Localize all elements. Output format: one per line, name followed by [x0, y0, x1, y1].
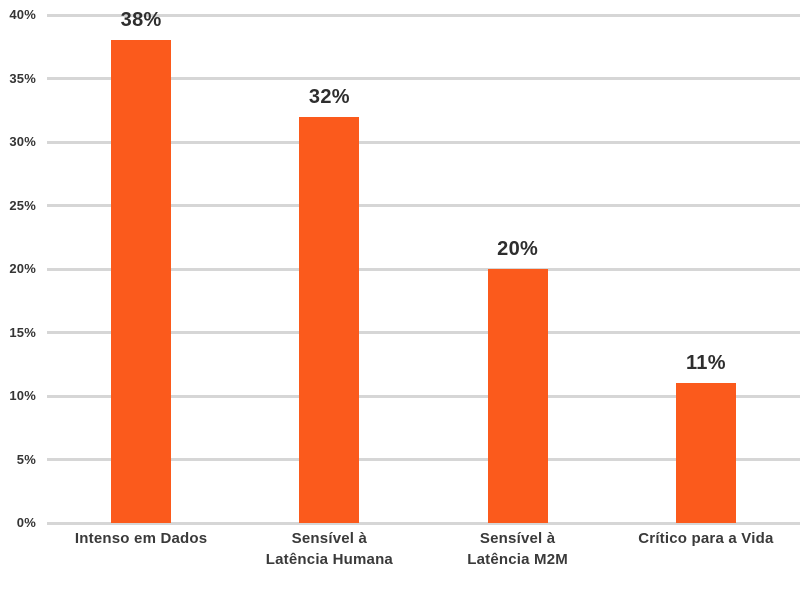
- y-axis-tick-label: 15%: [9, 324, 36, 340]
- category-label-line: Sensível à: [291, 530, 368, 547]
- gridline: [47, 13, 800, 17]
- gridline: [47, 458, 800, 461]
- y-axis-tick-label: 30%: [9, 134, 36, 149]
- y-axis-tick-label: 10%: [9, 388, 36, 403]
- category-label-line: Crítico para a Vida: [638, 530, 774, 547]
- gridline: [47, 394, 800, 398]
- gridline: [47, 521, 800, 525]
- category-label-line: Latência M2M: [467, 551, 568, 568]
- bar: [487, 269, 548, 523]
- y-axis-tick-label: 0%: [16, 515, 36, 530]
- category-label-line: Latência Humana: [265, 551, 393, 568]
- y-axis-tick-label: 35%: [9, 70, 36, 86]
- bar: [111, 40, 172, 523]
- bar-value-label: 38%: [120, 9, 162, 32]
- gridline: [47, 77, 800, 80]
- category-label-line: Sensível à: [479, 530, 556, 547]
- gridline: [47, 140, 800, 144]
- category-label: Sensível à Latência Humana: [235, 528, 423, 570]
- bar-value-label: 32%: [308, 85, 350, 108]
- y-axis-tick-label: 40%: [9, 7, 36, 22]
- category-label: Intenso em Dados: [47, 528, 235, 549]
- y-axis-tick-label: 20%: [9, 261, 36, 276]
- gridline: [47, 267, 800, 271]
- y-axis-tick-label: 25%: [9, 197, 36, 213]
- gridline: [47, 331, 800, 334]
- bar-value-label: 11%: [685, 352, 726, 375]
- category-label: Crítico para a Vida: [612, 528, 800, 549]
- bar: [299, 116, 360, 523]
- y-axis-tick-label: 5%: [16, 451, 36, 467]
- category-label-line: Intenso em Dados: [74, 530, 208, 547]
- gridline: [47, 204, 800, 207]
- bar: [675, 383, 736, 523]
- category-label: Sensível à Latência M2M: [424, 528, 612, 570]
- bar-value-label: 20%: [497, 238, 539, 260]
